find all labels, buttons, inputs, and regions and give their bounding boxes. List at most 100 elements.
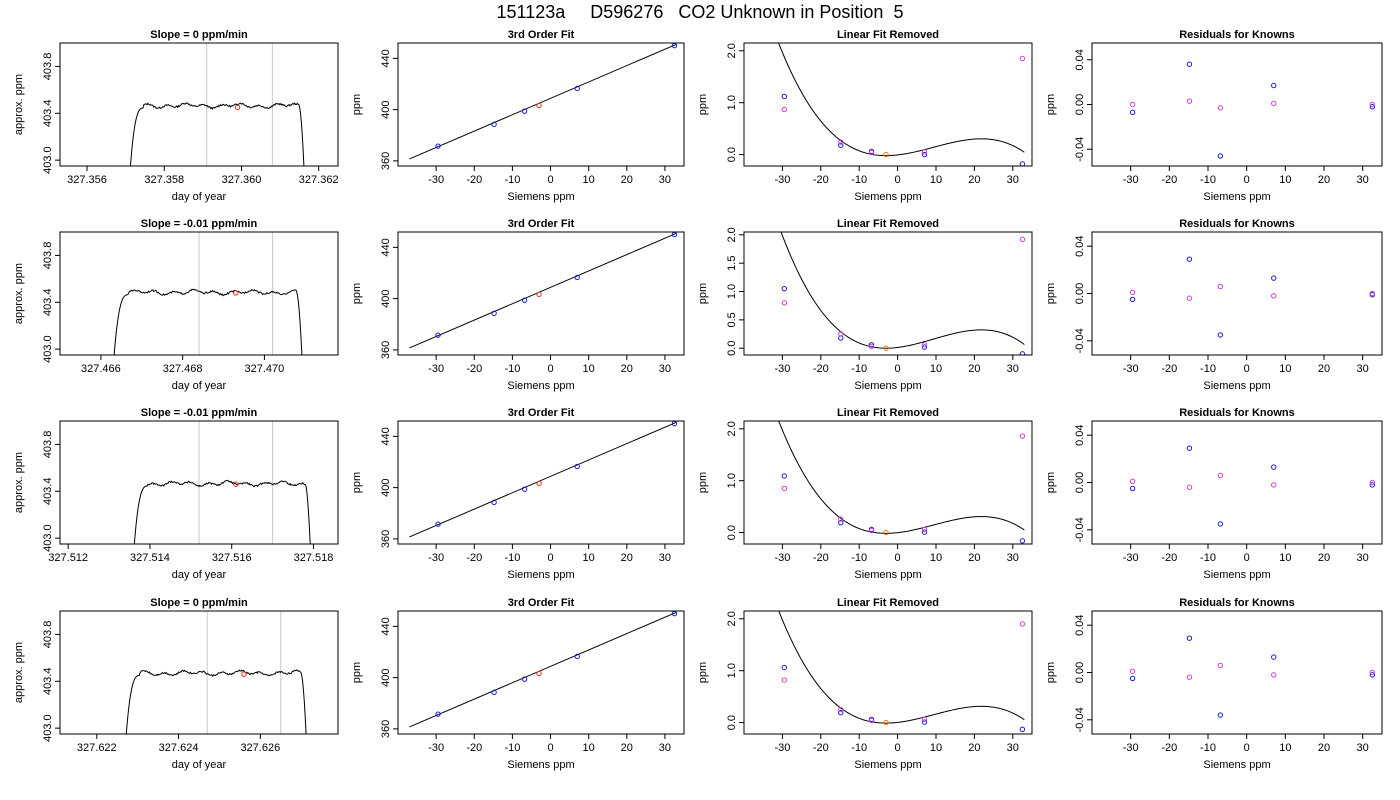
y-tick-label: 403.4: [42, 289, 54, 317]
x-tick-label: 327.358: [144, 174, 184, 186]
y-tick-label: 403.0: [42, 524, 54, 552]
data-point: [838, 706, 844, 713]
x-tick-label: 30: [1007, 174, 1019, 186]
x-tick-label: 10: [930, 552, 942, 564]
data-point: [1217, 283, 1224, 290]
plot-frame: [1091, 42, 1383, 167]
data-point: [921, 149, 928, 155]
y-tick-label: 0.0: [726, 525, 738, 540]
data-point: [868, 527, 875, 534]
chart-panel: Linear Fit Removed -30 -20 -10 0 10 20 30 0.0 1.0…: [697, 597, 1033, 771]
y-tick-label: 1.0: [726, 663, 738, 678]
plot-area: [778, 611, 1026, 733]
fit-line: [409, 43, 677, 160]
x-tick-label: 10: [1279, 174, 1291, 186]
x-tick-label: -10: [504, 174, 520, 186]
data-point: [781, 285, 788, 292]
data-point: [921, 151, 928, 158]
y-tick-label: 400: [380, 478, 392, 496]
trace-line: [129, 102, 305, 166]
data-point: [921, 526, 928, 533]
trace-line: [133, 479, 311, 544]
y-tick-label: 360: [380, 720, 392, 738]
unknown-marker: [233, 481, 239, 487]
chart-panel: Linear Fit Removed -30 -20 -10 0 10 20 30 0.0 1.0…: [697, 29, 1033, 203]
y-axis-label: approx. ppm: [13, 263, 25, 324]
x-tick-label: -30: [1123, 363, 1139, 375]
x-tick-label: 20: [968, 742, 980, 754]
data-point: [781, 664, 788, 671]
x-tick-label: -10: [851, 363, 867, 375]
x-tick-label: 20: [968, 552, 980, 564]
x-axis-label: Siemens ppm: [507, 569, 574, 581]
x-tick-label: 327.622: [77, 742, 117, 754]
y-axis-label: ppm: [1045, 662, 1057, 683]
y-tick-label: 403.0: [42, 146, 54, 174]
data-point: [1217, 521, 1224, 527]
data-point: [1129, 478, 1136, 485]
x-tick-label: 30: [1357, 742, 1369, 754]
y-tick-label: 440: [380, 617, 392, 635]
data-point: [1019, 726, 1026, 733]
data-point: [1271, 482, 1277, 488]
data-point: [1217, 153, 1224, 159]
chart-panel: 3rd Order Fit -30 -20 -10 0 10 20 30 360 400 440 Si…: [351, 218, 685, 392]
y-axis-label: ppm: [1045, 472, 1057, 493]
y-tick-label: 403.8: [42, 621, 54, 649]
x-tick-label: -30: [428, 174, 444, 186]
y-tick-label: -0.04: [1074, 517, 1086, 542]
data-point: [574, 653, 580, 660]
x-tick-label: -10: [504, 363, 520, 375]
chart-panel: Residuals for Knowns -30 -20 -10 0 10 20 30 -0.0…: [1045, 218, 1383, 392]
x-axis-label: day of year: [172, 380, 227, 392]
plot-frame: [743, 420, 1033, 545]
x-tick-label: 20: [1318, 552, 1330, 564]
x-tick-label: -30: [774, 174, 790, 186]
chart-panel: 3rd Order Fit -30 -20 -10 0 10 20 30 360 400 440 Si…: [351, 597, 685, 771]
unknown-marker: [233, 290, 239, 296]
data-point: [883, 345, 889, 351]
y-axis-label: ppm: [351, 662, 363, 683]
data-point: [838, 142, 844, 148]
data-point: [491, 310, 497, 317]
data-point: [868, 717, 875, 724]
x-axis-label: day of year: [172, 191, 227, 203]
chart-panel: Linear Fit Removed -30 -20 -10 0 10 20 30 0.0 1.0…: [697, 407, 1033, 581]
plot-frame: [59, 610, 339, 735]
data-point: [491, 689, 497, 696]
data-point: [921, 529, 928, 535]
y-tick-label: -0.04: [1074, 328, 1086, 353]
chart-panel: Slope = -0.01 ppm/min 327.466 327.468 327.4…: [13, 218, 339, 392]
x-axis-label: Siemens ppm: [1203, 569, 1270, 581]
chart-title: Slope = -0.01 ppm/min: [141, 218, 258, 230]
y-axis-label: ppm: [697, 283, 709, 304]
data-point: [1129, 675, 1136, 682]
trace-line: [113, 288, 303, 355]
x-tick-label: -10: [851, 552, 867, 564]
y-tick-label: 2.0: [726, 43, 738, 58]
chart-panel: Slope = 0 ppm/min 327.356 327.358 327.360 32…: [13, 29, 339, 203]
chart-title: Slope = -0.01 ppm/min: [141, 407, 258, 419]
chart-title: 3rd Order Fit: [508, 29, 575, 41]
data-point: [1019, 433, 1026, 439]
data-point: [838, 710, 844, 716]
data-point: [536, 670, 542, 677]
plot-frame: [397, 420, 685, 545]
data-point: [1369, 101, 1376, 108]
chart-panel: Residuals for Knowns -30 -20 -10 0 10 20 30 -0.0…: [1045, 29, 1383, 203]
x-tick-label: -10: [851, 742, 867, 754]
chart-title: Linear Fit Removed: [837, 597, 939, 609]
x-axis-label: Siemens ppm: [854, 380, 921, 392]
plot-frame: [743, 231, 1033, 356]
data-point: [491, 121, 497, 128]
chart-panel: Slope = 0 ppm/min 327.622 327.624 327.626 40…: [13, 597, 339, 771]
x-tick-label: -20: [1161, 742, 1177, 754]
plot-frame: [1091, 231, 1383, 356]
y-tick-label: 360: [380, 341, 392, 359]
data-point: [1019, 236, 1026, 243]
chart-panel: 3rd Order Fit -30 -20 -10 0 10 20 30 360 400 440 Si…: [351, 407, 685, 581]
x-tick-label: 20: [1318, 742, 1330, 754]
data-point: [435, 332, 441, 338]
x-tick-label: 327.624: [159, 742, 199, 754]
data-point: [1019, 161, 1026, 166]
